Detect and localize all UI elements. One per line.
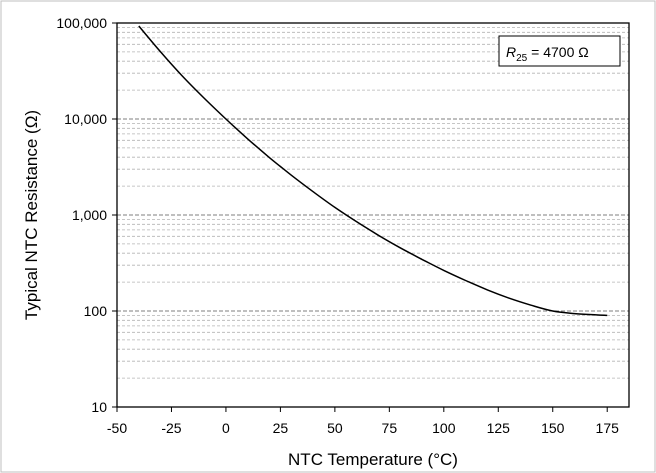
annotation-subscript: 25	[516, 53, 528, 64]
r25-annotation: R25 = 4700 Ω	[498, 35, 621, 67]
x-tick-label: 50	[327, 420, 343, 436]
y-tick-label: 100	[84, 303, 108, 319]
x-tick-label: 150	[541, 420, 565, 436]
x-tick-label: 175	[596, 420, 620, 436]
annotation-value: = 4700 Ω	[527, 44, 588, 60]
y-tick-label: 100,000	[56, 15, 107, 31]
x-tick-label: 25	[273, 420, 289, 436]
minor-gridlines	[117, 26, 629, 379]
annotation-symbol: R	[506, 44, 516, 60]
annotation-text: R25 = 4700 Ω	[506, 44, 589, 64]
annotation-box	[498, 35, 621, 67]
y-axis-title: Typical NTC Resistance (Ω)	[22, 110, 41, 320]
y-tick-label: 10	[91, 399, 107, 415]
x-tick-label: -50	[107, 420, 127, 436]
y-tick-label: 1,000	[72, 207, 107, 223]
x-tick-label: 125	[487, 420, 511, 436]
x-tick-label: -25	[161, 420, 181, 436]
resistance-curve	[138, 25, 608, 317]
y-axis-ticks: 10 100 1,000 10,000 100,000	[56, 15, 117, 415]
x-axis-ticks: -50 -25 0 25 50 75 100 125 150 175	[107, 407, 619, 436]
major-gridlines	[117, 118, 629, 312]
x-tick-label: 0	[222, 420, 230, 436]
y-tick-label: 10,000	[64, 111, 107, 127]
x-tick-label: 100	[432, 420, 456, 436]
x-axis-title: NTC Temperature (°C)	[288, 450, 458, 469]
x-tick-label: 75	[382, 420, 398, 436]
